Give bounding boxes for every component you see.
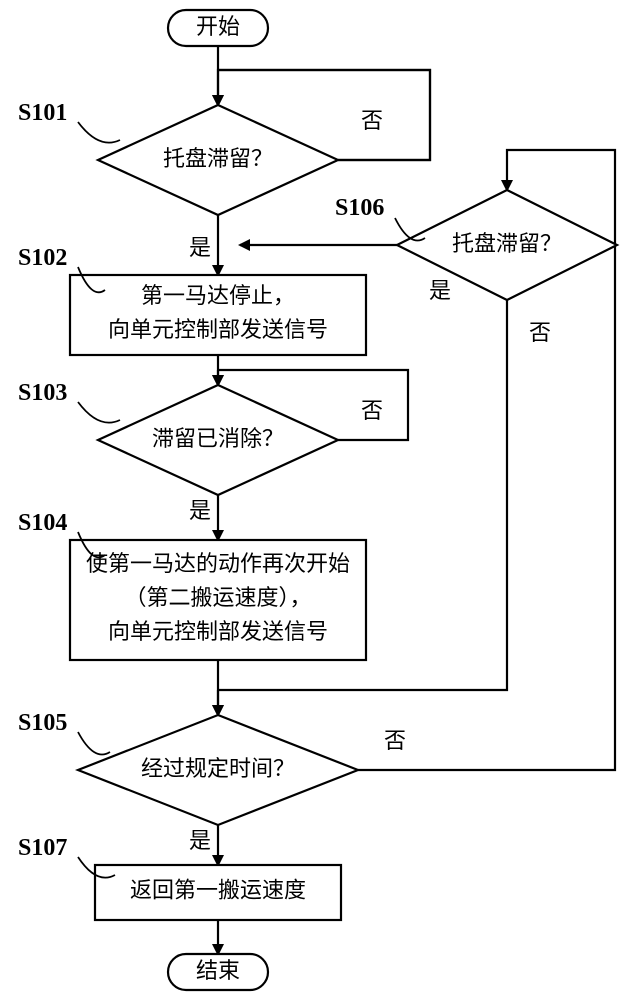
edge-label-s106_no: 否 xyxy=(529,320,551,345)
leader-s101 xyxy=(78,122,120,143)
process-s104-line1: （第二搬运速度）， xyxy=(124,585,311,610)
edge-label-s103_no: 否 xyxy=(361,398,383,423)
decision-s103-text: 滞留已消除？ xyxy=(152,426,284,451)
edge-label-s105_yes: 是 xyxy=(189,828,211,853)
process-s102: 第一马达停止， 向单元控制部发送信号 xyxy=(70,275,366,355)
process-s107: 返回第一搬运速度 xyxy=(95,865,341,920)
edge-label-s106_yes: 是 xyxy=(429,278,451,303)
end-node: 结束 xyxy=(168,954,268,990)
decision-s101: 托盘滞留？ xyxy=(98,105,338,215)
process-s104-line2: 向单元控制部发送信号 xyxy=(108,619,328,644)
step-label-s102: S102 xyxy=(18,245,67,271)
edge-label-s105_no: 否 xyxy=(384,728,406,753)
process-s102-line0: 第一马达停止， xyxy=(141,283,295,308)
edge-label-s101_yes: 是 xyxy=(189,235,211,260)
decision-s101-text: 托盘滞留？ xyxy=(163,146,273,171)
decision-s105-text: 经过规定时间？ xyxy=(141,756,295,781)
decision-s103: 滞留已消除？ xyxy=(98,385,338,495)
process-s104: 使第一马达的动作再次开始 （第二搬运速度）， 向单元控制部发送信号 xyxy=(70,540,366,660)
leader-s103 xyxy=(78,402,120,423)
decision-s105: 经过规定时间？ xyxy=(78,715,358,825)
end-node-text: 结束 xyxy=(196,958,240,983)
leader-s105 xyxy=(78,732,110,755)
flowchart-canvas: 开始结束 托盘滞留？ 滞留已消除？ 经过规定时间？ 托盘滞留？ 第一马达停止， 向单元控制部… xyxy=(0,0,642,1000)
process-s102-line1: 向单元控制部发送信号 xyxy=(108,317,328,342)
step-label-s107: S107 xyxy=(18,835,67,861)
start-node: 开始 xyxy=(168,10,268,46)
decision-s106-text: 托盘滞留？ xyxy=(452,231,562,256)
process-s104-line0: 使第一马达的动作再次开始 xyxy=(86,551,350,576)
edge-label-s103_yes: 是 xyxy=(189,498,211,523)
step-label-s101: S101 xyxy=(18,100,67,126)
edge-label-s101_no: 否 xyxy=(361,108,383,133)
process-s107-line0: 返回第一搬运速度 xyxy=(130,878,306,903)
step-label-s105: S105 xyxy=(18,710,67,736)
step-label-s103: S103 xyxy=(18,380,67,406)
shapes-layer: 开始结束 托盘滞留？ 滞留已消除？ 经过规定时间？ 托盘滞留？ 第一马达停止， 向单元控制部… xyxy=(18,10,617,990)
step-label-s104: S104 xyxy=(18,510,67,536)
start-node-text: 开始 xyxy=(196,14,240,39)
step-label-s106: S106 xyxy=(335,195,384,221)
